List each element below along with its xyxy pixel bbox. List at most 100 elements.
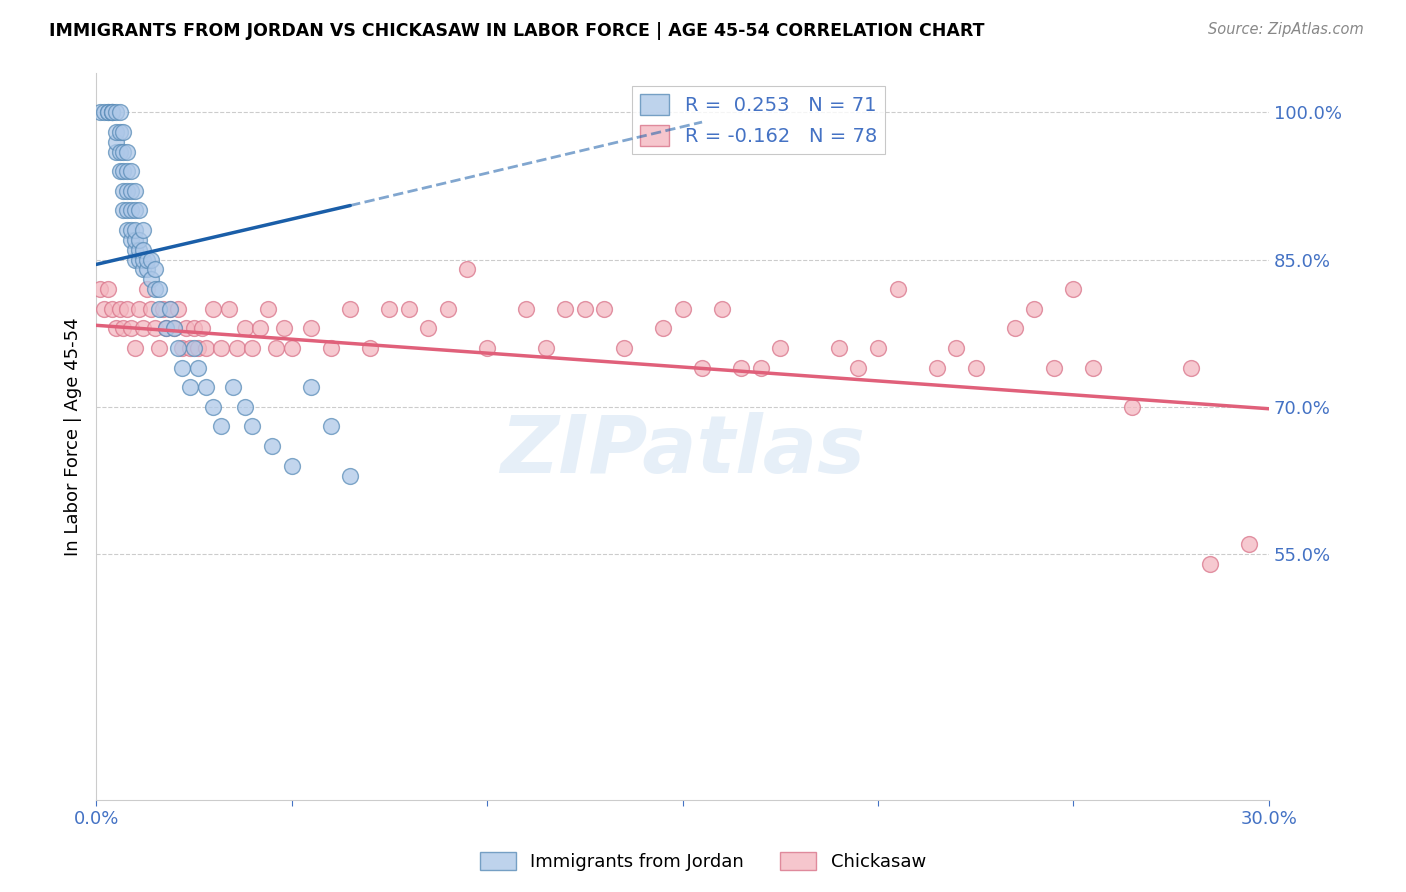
Point (132, 262, 155, 277)
Point (117, 184, 139, 198)
Point (104, 105, 127, 120)
Point (100, 105, 122, 120)
Point (242, 419, 264, 434)
Point (209, 419, 232, 434)
Point (117, 164, 139, 178)
Point (120, 233, 142, 247)
Point (155, 321, 177, 335)
Point (124, 184, 146, 198)
Point (117, 301, 139, 316)
Point (1043, 360, 1066, 375)
Point (97, 105, 120, 120)
Point (690, 360, 713, 375)
Point (120, 321, 142, 335)
Point (475, 341, 498, 355)
Point (132, 321, 155, 335)
Point (190, 321, 212, 335)
Point (124, 233, 146, 247)
Point (104, 135, 127, 149)
Point (866, 341, 889, 355)
Point (172, 360, 194, 375)
Point (299, 321, 322, 335)
Point (339, 301, 361, 316)
Point (222, 380, 245, 394)
Text: ZIPatlas: ZIPatlas (501, 412, 865, 490)
Point (148, 341, 170, 355)
Point (108, 164, 131, 178)
Point (848, 360, 870, 375)
Point (209, 341, 232, 355)
Legend: Immigrants from Jordan, Chickasaw: Immigrants from Jordan, Chickasaw (472, 845, 934, 879)
Point (1199, 557, 1222, 571)
Point (749, 360, 772, 375)
Point (257, 301, 280, 316)
Point (108, 301, 131, 316)
Point (104, 125, 127, 139)
Point (730, 360, 752, 375)
Point (104, 145, 127, 159)
Point (124, 243, 146, 257)
Text: IMMIGRANTS FROM JORDAN VS CHICKASAW IN LABOR FORCE | AGE 45-54 CORRELATION CHART: IMMIGRANTS FROM JORDAN VS CHICKASAW IN L… (49, 22, 984, 40)
Point (124, 252, 146, 267)
Point (886, 282, 908, 296)
Point (233, 321, 256, 335)
Point (260, 439, 283, 453)
Point (112, 125, 135, 139)
Point (187, 341, 209, 355)
Point (1004, 321, 1026, 335)
Point (183, 321, 205, 335)
Point (124, 341, 146, 355)
Point (179, 380, 201, 394)
Point (112, 145, 135, 159)
Point (132, 252, 155, 267)
Point (167, 301, 190, 316)
Point (418, 321, 440, 335)
Point (1062, 282, 1084, 296)
Point (359, 341, 381, 355)
Point (135, 262, 157, 277)
Point (457, 262, 479, 277)
Point (202, 301, 225, 316)
Point (167, 341, 190, 355)
Point (97, 105, 120, 120)
Point (299, 380, 322, 394)
Point (128, 243, 150, 257)
Point (613, 341, 636, 355)
Point (124, 223, 146, 237)
Point (534, 341, 557, 355)
Point (117, 223, 139, 237)
Point (97, 282, 120, 296)
Point (1121, 400, 1143, 414)
Point (319, 419, 342, 434)
Point (128, 233, 150, 247)
Point (139, 252, 162, 267)
Point (202, 400, 225, 414)
Point (112, 203, 135, 218)
Point (249, 321, 271, 335)
Point (163, 321, 186, 335)
Point (1024, 301, 1046, 316)
Point (124, 203, 146, 218)
Point (93, 301, 115, 316)
Point (100, 301, 122, 316)
Point (187, 360, 209, 375)
Point (945, 341, 967, 355)
Point (280, 458, 302, 473)
Point (965, 360, 987, 375)
Point (143, 321, 166, 335)
Point (108, 105, 131, 120)
Point (194, 341, 217, 355)
Point (1239, 537, 1261, 551)
Point (128, 301, 150, 316)
Point (515, 301, 537, 316)
Point (100, 105, 122, 120)
Point (280, 341, 302, 355)
Point (108, 125, 131, 139)
Point (120, 164, 142, 178)
Point (139, 272, 162, 286)
Point (925, 360, 948, 375)
Point (132, 243, 155, 257)
Point (100, 105, 122, 120)
Point (148, 282, 170, 296)
Point (183, 341, 205, 355)
